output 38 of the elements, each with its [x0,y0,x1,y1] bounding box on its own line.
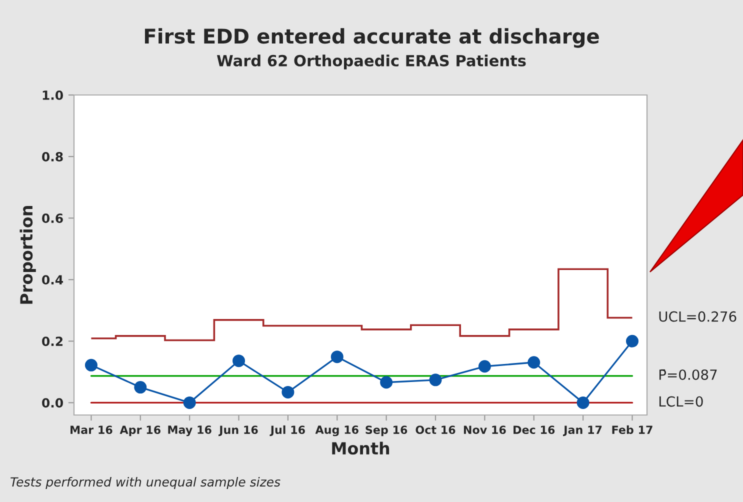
point [576,396,590,409]
point [84,358,98,372]
x-tick-label: Jun 16 [218,426,258,436]
x-tick-label: Apr 16 [120,426,160,436]
y-tick-label: 1.0 [42,90,63,100]
point [626,334,638,348]
ref-line-label: LCL=0 [659,396,703,407]
x-tick-label: Feb 17 [612,425,652,434]
point [478,360,491,373]
x-tick-label: Jan 17 [563,426,602,436]
y-tick-label: 0.4 [42,275,64,285]
ref-line-label: P̄=0.087 [659,369,717,380]
x-tick-label: Nov 16 [464,426,506,434]
point [380,376,393,389]
point [232,354,246,368]
point [330,350,344,364]
x-tick-label: May 16 [168,426,212,436]
x-tick-label: Aug 16 [315,426,358,436]
x-tick-label: Dec 16 [514,426,555,434]
point [183,396,196,409]
chart-subtitle: Ward 62 Orthopaedic ERAS Patients [216,54,526,70]
y-tick-label: 0.8 [42,152,63,162]
x-tick-label: Mar 16 [70,426,112,434]
y-tick-label: 0.0 [42,398,63,408]
chart-title: First EDD entered accurate at discharge [144,28,599,48]
y-tick-label: 0.2 [42,336,62,346]
x-tick-label: Sep 16 [366,426,408,436]
y-tick-label: 0.6 [42,214,63,224]
x-tick-label: Jul 16 [270,425,305,436]
point [134,381,147,394]
text: Tests performed with unequal sample sizes [10,476,280,490]
x-tick-label: Oct 16 [416,426,456,434]
series-label: UCL=0.276 [659,311,736,322]
point [282,386,294,398]
point [429,374,442,386]
y-axis-title: Proportion [20,206,36,304]
point [528,356,540,369]
x-axis-title: Month [332,442,390,455]
